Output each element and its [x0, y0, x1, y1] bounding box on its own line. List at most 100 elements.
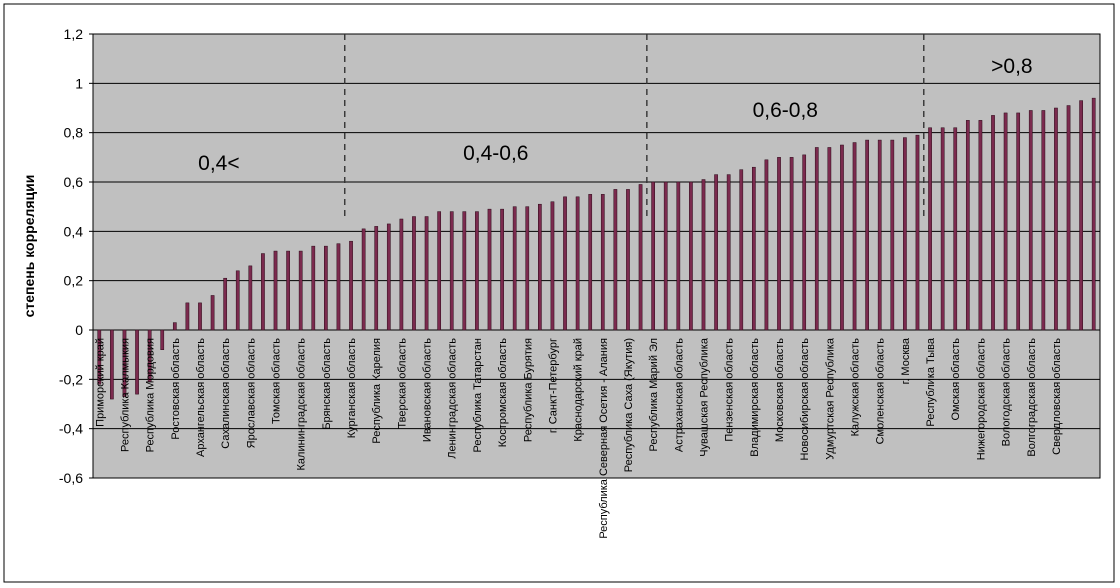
- category-label: Пензенская область: [724, 338, 736, 442]
- y-axis-ticks: -0,6 -0,4 -0,2 0 0,2 0,4 0,6 0,8 1 1,2: [59, 26, 93, 486]
- category-label: Республика Тыва: [925, 337, 937, 427]
- bar: [978, 120, 983, 331]
- bar: [777, 157, 781, 331]
- category-label: Владимирская область: [749, 338, 761, 457]
- category-label: Республика Карелия: [371, 338, 383, 444]
- bar: [714, 174, 718, 331]
- bar: [210, 295, 215, 331]
- category-label: Удмуртская Республика: [824, 337, 836, 460]
- bar: [437, 211, 442, 331]
- category-label: г. Санкт-Петербург: [547, 338, 559, 433]
- category-label: Республика Бурятия: [522, 338, 534, 442]
- y-tick-label: 0,6: [64, 174, 84, 190]
- bar: [361, 228, 366, 331]
- bar: [424, 216, 429, 331]
- bar: [663, 181, 668, 331]
- bar: [865, 139, 869, 331]
- category-label: Ростовская область: [170, 338, 182, 440]
- bar: [575, 196, 580, 331]
- bar: [676, 181, 681, 331]
- bar: [97, 329, 102, 385]
- category-label: Калининградская область: [296, 338, 308, 471]
- y-tick-label: 0,8: [64, 125, 84, 141]
- bar: [412, 216, 416, 331]
- category-label: Республика Северная Осетия - Алания: [598, 338, 610, 539]
- y-tick-label: 0: [75, 322, 83, 338]
- bar: [852, 142, 857, 331]
- bar: [538, 203, 542, 331]
- bar: [248, 265, 253, 331]
- bar: [1003, 112, 1008, 331]
- zone-label: >0,8: [991, 55, 1032, 78]
- bar: [286, 250, 290, 331]
- category-label: Курганская область: [346, 338, 358, 439]
- bar: [890, 139, 895, 331]
- category-label: Вологодская область: [1001, 338, 1013, 447]
- category-label: Омская область: [950, 338, 962, 421]
- category-label: Астраханская область: [673, 338, 685, 452]
- y-tick-label: -0,6: [59, 470, 83, 486]
- bar: [399, 218, 404, 331]
- bar: [374, 226, 379, 331]
- zone-label: 0,6-0,8: [753, 99, 818, 122]
- bar: [877, 139, 882, 331]
- category-label: Смоленская область: [875, 338, 887, 445]
- category-label: Нижегородская область: [975, 338, 987, 461]
- category-label: Республика Калмыкия: [119, 338, 131, 452]
- bar: [915, 134, 920, 331]
- bar: [223, 277, 228, 331]
- bar: [764, 159, 769, 331]
- bar: [840, 144, 844, 331]
- bar: [965, 120, 970, 331]
- category-label: Республика Татарстан: [472, 338, 484, 453]
- bar: [638, 184, 643, 331]
- category-label: Республика Саха (Якутия): [623, 338, 635, 472]
- bar: [563, 196, 567, 331]
- bar: [613, 189, 618, 331]
- bar: [487, 208, 492, 331]
- zone-label: 0,4-0,6: [463, 142, 528, 165]
- bar: [273, 250, 278, 331]
- bar: [689, 181, 693, 331]
- bar: [1028, 110, 1033, 331]
- y-tick-label: -0,2: [59, 371, 83, 387]
- bar: [827, 147, 832, 331]
- category-label: Республика Марий Эл: [648, 338, 660, 451]
- category-label: Брянская область: [321, 338, 333, 430]
- bar: [349, 240, 353, 331]
- bar: [185, 302, 190, 331]
- bar: [814, 147, 819, 331]
- bar: [198, 302, 202, 331]
- plot-border: [92, 33, 1101, 479]
- y-tick-label: -0,4: [59, 421, 83, 437]
- bar: [311, 245, 316, 331]
- category-label: Чувашская Республика: [698, 337, 710, 457]
- y-tick-label: 0,2: [64, 273, 84, 289]
- bar: [261, 253, 265, 331]
- category-label: Архангельская область: [195, 338, 207, 457]
- plot-background: [93, 34, 1100, 478]
- category-label: Ивановская область: [422, 338, 434, 442]
- category-label: Свердловская область: [1051, 338, 1063, 455]
- bar: [940, 127, 945, 331]
- bar: [789, 157, 794, 331]
- bar: [1041, 110, 1046, 331]
- bar: [600, 194, 605, 331]
- bar: [953, 127, 958, 331]
- bar: [500, 208, 504, 331]
- bar: [386, 223, 391, 331]
- bar: [739, 169, 744, 331]
- category-label: Сахалинская область: [220, 338, 232, 449]
- bar: [991, 115, 995, 331]
- bar: [651, 181, 655, 331]
- bar: [1016, 112, 1021, 331]
- bar: [1054, 107, 1058, 331]
- bar: [928, 127, 932, 331]
- bar: [336, 243, 341, 331]
- bar: [462, 211, 467, 331]
- bar: [135, 329, 139, 395]
- plot-area: [93, 34, 1100, 478]
- bar: [110, 329, 114, 400]
